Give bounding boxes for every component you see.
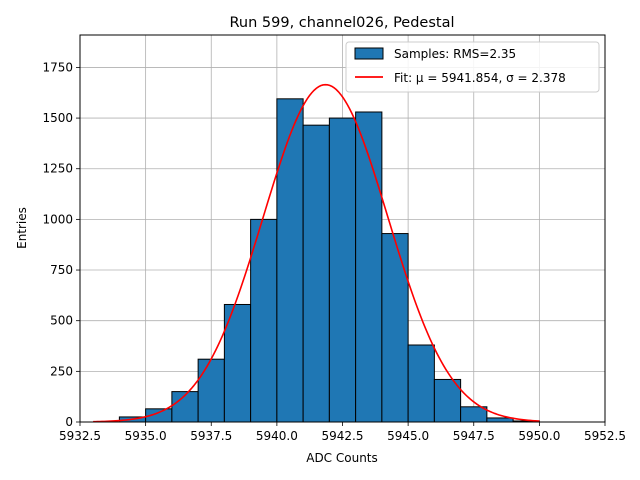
y-tick-label: 1500	[42, 111, 73, 125]
x-axis-ticks: 5932.5 5935.0 5937.5 5940.0 5942.5 5945.0 5947…	[59, 422, 626, 443]
histogram-bar	[460, 406, 488, 423]
x-tick-label: 5932.5	[59, 429, 101, 443]
y-tick-label: 500	[50, 314, 73, 328]
y-axis-ticks: 0 250 500 750 1000 1250 1500 1750	[42, 60, 80, 429]
histogram-bar	[302, 124, 330, 423]
x-tick-label: 5935.0	[125, 429, 167, 443]
legend-fit-label: Fit: μ = 5941.854, σ = 2.378	[394, 71, 566, 85]
y-tick-label: 250	[50, 364, 73, 378]
y-tick-label: 1000	[42, 212, 73, 226]
x-tick-label: 5940.0	[256, 429, 298, 443]
y-axis-label: Entries	[15, 207, 29, 249]
histogram-bar	[223, 303, 252, 423]
chart-title: Run 599, channel026, Pedestal	[229, 15, 454, 31]
legend-histogram-label: Samples: RMS=2.35	[394, 47, 516, 61]
legend-box	[345, 41, 600, 93]
histogram-bar	[250, 218, 278, 423]
histogram-bar	[328, 117, 357, 423]
x-tick-label: 5952.5	[584, 429, 626, 443]
gaussian-fit-line	[93, 83, 540, 423]
x-tick-label: 5945.0	[387, 429, 429, 443]
y-tick-label: 750	[50, 263, 73, 277]
histogram-bar	[355, 111, 383, 423]
histogram-bar	[486, 417, 514, 423]
histogram-bar	[381, 233, 409, 423]
y-tick-label: 0	[65, 415, 73, 429]
x-axis-label: ADC Counts	[306, 451, 378, 465]
fit-curve-layer	[93, 83, 540, 423]
histogram-bar	[197, 358, 225, 423]
y-tick-label: 1250	[42, 162, 73, 176]
histogram-bars	[118, 98, 540, 423]
y-tick-label: 1750	[42, 60, 73, 74]
legend-histogram-swatch	[354, 47, 384, 60]
x-tick-label: 5942.5	[322, 429, 364, 443]
legend: Samples: RMS=2.35 Fit: μ = 5941.854, σ =…	[345, 41, 600, 93]
histogram-bar	[276, 98, 304, 423]
histogram-bar	[433, 378, 462, 423]
histogram-bar	[407, 344, 435, 423]
x-tick-label: 5950.0	[518, 429, 560, 443]
x-tick-label: 5937.5	[190, 429, 232, 443]
x-tick-label: 5947.5	[453, 429, 495, 443]
